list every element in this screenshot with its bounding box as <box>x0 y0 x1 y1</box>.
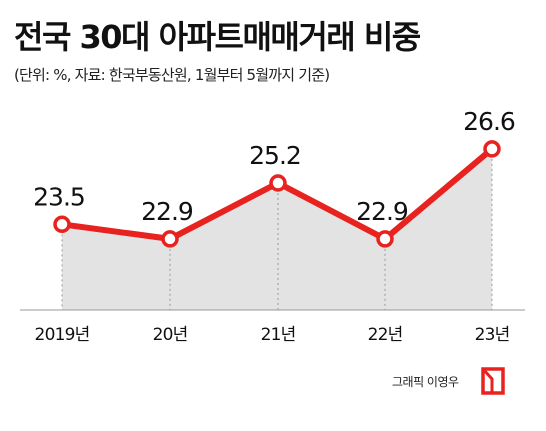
x-tick-label-4: 23년 <box>475 325 510 345</box>
data-point-1 <box>161 230 179 248</box>
data-point-3 <box>376 230 394 248</box>
data-label-1: 22.9 <box>141 197 193 226</box>
data-label-0: 23.5 <box>33 182 85 211</box>
data-point-4 <box>483 140 501 158</box>
data-label-3: 22.9 <box>356 197 408 226</box>
x-tick-label-3: 22년 <box>368 325 403 345</box>
publisher-logo-icon <box>481 367 505 395</box>
chart-title: 전국 30대 아파트매매거래 비중 <box>14 18 421 56</box>
graphic-credit: 그래픽 이영우 <box>392 375 459 389</box>
chart-subtitle: (단위: %, 자료: 한국부동산원, 1월부터 5월까지 기준) <box>14 66 330 84</box>
area-fill <box>62 148 492 310</box>
x-tick-label-2: 21년 <box>261 325 296 345</box>
data-point-0 <box>53 215 71 234</box>
data-point-2 <box>269 174 287 192</box>
data-label-2: 25.2 <box>249 141 301 170</box>
data-label-4: 26.6 <box>463 107 515 136</box>
x-tick-label-0: 2019년 <box>35 325 90 345</box>
x-tick-label-1: 20년 <box>153 325 188 345</box>
